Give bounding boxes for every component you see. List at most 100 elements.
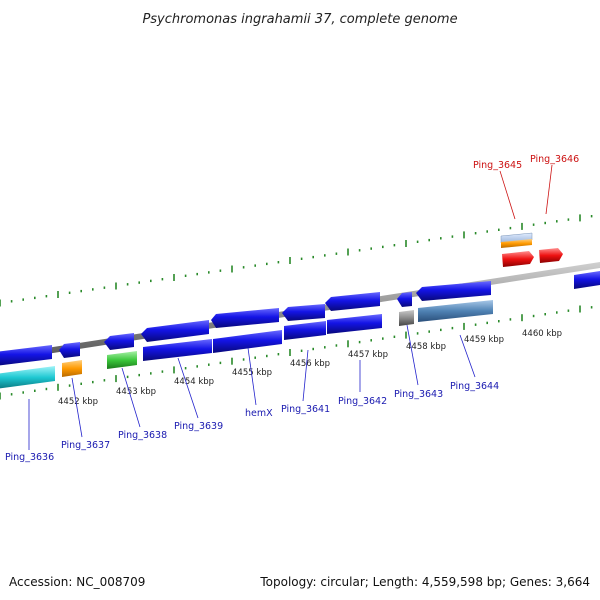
reverse-tick-8 (92, 380, 94, 384)
scale-labels: 4452 kbp 4453 kbp 4454 kbp 4455 kbp 4456… (58, 329, 562, 407)
label-ping-3641[interactable]: Ping_3641 (281, 404, 330, 415)
reverse-tick-13 (150, 372, 152, 375)
gene-ping-3643[interactable] (399, 310, 414, 326)
reverse-tick-16 (184, 367, 187, 370)
reverse-strand-genes-upper (0, 281, 491, 366)
forward-tick-37 (428, 238, 430, 242)
gene-ping-3638[interactable] (107, 351, 137, 369)
reverse-tick-2 (22, 391, 24, 394)
forward-tick-15 (173, 274, 175, 281)
reverse-tick-36 (416, 332, 419, 335)
forward-tick-47 (544, 221, 546, 225)
gene-ping-3644-upper[interactable] (416, 281, 491, 301)
forward-tick-18 (208, 271, 210, 274)
forward-tick-31 (358, 249, 361, 252)
forward-tick-24 (277, 261, 280, 264)
reverse-tick-44 (509, 318, 512, 321)
reverse-tick-26 (300, 349, 303, 352)
label-ping-3637[interactable]: Ping_3637 (61, 440, 110, 451)
reverse-tick-49 (567, 309, 570, 312)
gene-ping-3637-upper[interactable] (59, 342, 80, 358)
forward-tick-2 (22, 298, 24, 301)
forward-tick-14 (161, 278, 164, 281)
forward-tick-16 (184, 274, 187, 277)
reverse-tick-38 (440, 328, 442, 332)
gene-ping-3645-orange[interactable] (501, 239, 532, 248)
forward-tick-22 (254, 264, 256, 267)
gene-ping-3645[interactable] (502, 251, 534, 267)
forward-tick-7 (80, 289, 82, 293)
gene-ping-3638-upper[interactable] (104, 333, 134, 350)
leader-ping-3643 (406, 324, 419, 386)
forward-tick-46 (532, 223, 535, 226)
label-ping-3636[interactable]: Ping_3636 (5, 452, 54, 463)
forward-tick-48 (556, 220, 558, 223)
reverse-tick-14 (161, 370, 164, 373)
forward-strand-genes (500, 232, 600, 289)
label-ping-3638[interactable]: Ping_3638 (118, 430, 167, 441)
reverse-tick-28 (324, 346, 326, 349)
forward-tick-49 (567, 218, 570, 221)
forward-tick-11 (126, 283, 129, 286)
leader-ping-3646 (545, 164, 553, 215)
forward-tick-19 (219, 269, 222, 272)
forward-tick-35 (405, 240, 407, 247)
gene-ping-3639[interactable] (143, 339, 212, 361)
gene-hemx-upper[interactable] (211, 308, 279, 328)
reverse-strand-ticks (0, 305, 593, 400)
label-ping-3645[interactable]: Ping_3645 (473, 160, 522, 171)
gene-ping-3646[interactable] (539, 248, 563, 263)
reverse-tick-46 (532, 314, 535, 318)
reverse-tick-3 (34, 389, 36, 392)
forward-tick-1 (10, 300, 13, 303)
reverse-tick-21 (242, 358, 245, 361)
gene-ping-3636[interactable] (0, 366, 55, 389)
reverse-tick-6 (68, 384, 71, 387)
leader-ping-3639 (177, 357, 199, 419)
scale-label-4452: 4452 kbp (58, 397, 98, 407)
reverse-tick-40 (463, 322, 465, 330)
gene-ping-3637[interactable] (62, 360, 82, 377)
forward-tick-43 (498, 228, 500, 231)
label-ping-3643[interactable]: Ping_3643 (394, 389, 443, 400)
forward-tick-25 (289, 257, 291, 264)
reverse-strand-genes-lower (0, 300, 493, 389)
gene-ping-3641[interactable] (284, 321, 326, 340)
reverse-tick-20 (231, 357, 233, 365)
reverse-tick-48 (556, 311, 558, 314)
gene-hemx[interactable] (213, 330, 282, 353)
gene-ping-3639-upper[interactable] (141, 320, 209, 342)
reverse-tick-39 (451, 326, 454, 330)
reverse-tick-10 (115, 375, 117, 383)
reverse-tick-18 (208, 363, 210, 366)
forward-tick-38 (440, 237, 442, 240)
forward-tick-5 (57, 291, 59, 298)
label-ping-3646[interactable]: Ping_3646 (530, 154, 579, 165)
label-ping-3639[interactable]: Ping_3639 (174, 421, 223, 432)
forward-strand-ticks (0, 214, 593, 307)
label-ping-3642[interactable]: Ping_3642 (338, 396, 387, 407)
label-ping-3644[interactable]: Ping_3644 (450, 381, 499, 392)
reverse-tick-29 (335, 344, 338, 347)
forward-tick-4 (45, 295, 48, 298)
forward-tick-36 (416, 240, 419, 243)
forward-tick-10 (115, 282, 117, 290)
scale-label-4458: 4458 kbp (406, 342, 446, 352)
gene-forward-edge[interactable] (574, 271, 600, 289)
reverse-tick-4 (45, 387, 48, 391)
scale-label-4457: 4457 kbp (348, 350, 388, 360)
gene-ping-3641-upper[interactable] (282, 304, 325, 321)
gene-ping-3644[interactable] (418, 300, 493, 322)
gene-ping-3642-upper[interactable] (325, 292, 380, 311)
reverse-tick-30 (347, 340, 349, 348)
scale-label-4456: 4456 kbp (290, 359, 330, 369)
label-hemx[interactable]: hemX (245, 408, 273, 419)
gene-ping-3636-upper[interactable] (0, 345, 52, 366)
reverse-tick-7 (80, 382, 82, 385)
forward-tick-32 (370, 247, 372, 250)
leader-ping-3637 (71, 377, 83, 438)
gene-ping-3642[interactable] (327, 314, 382, 334)
gene-ping-3643-upper[interactable] (397, 292, 412, 307)
leader-ping-3641 (302, 349, 309, 402)
forward-tick-13 (150, 279, 152, 283)
